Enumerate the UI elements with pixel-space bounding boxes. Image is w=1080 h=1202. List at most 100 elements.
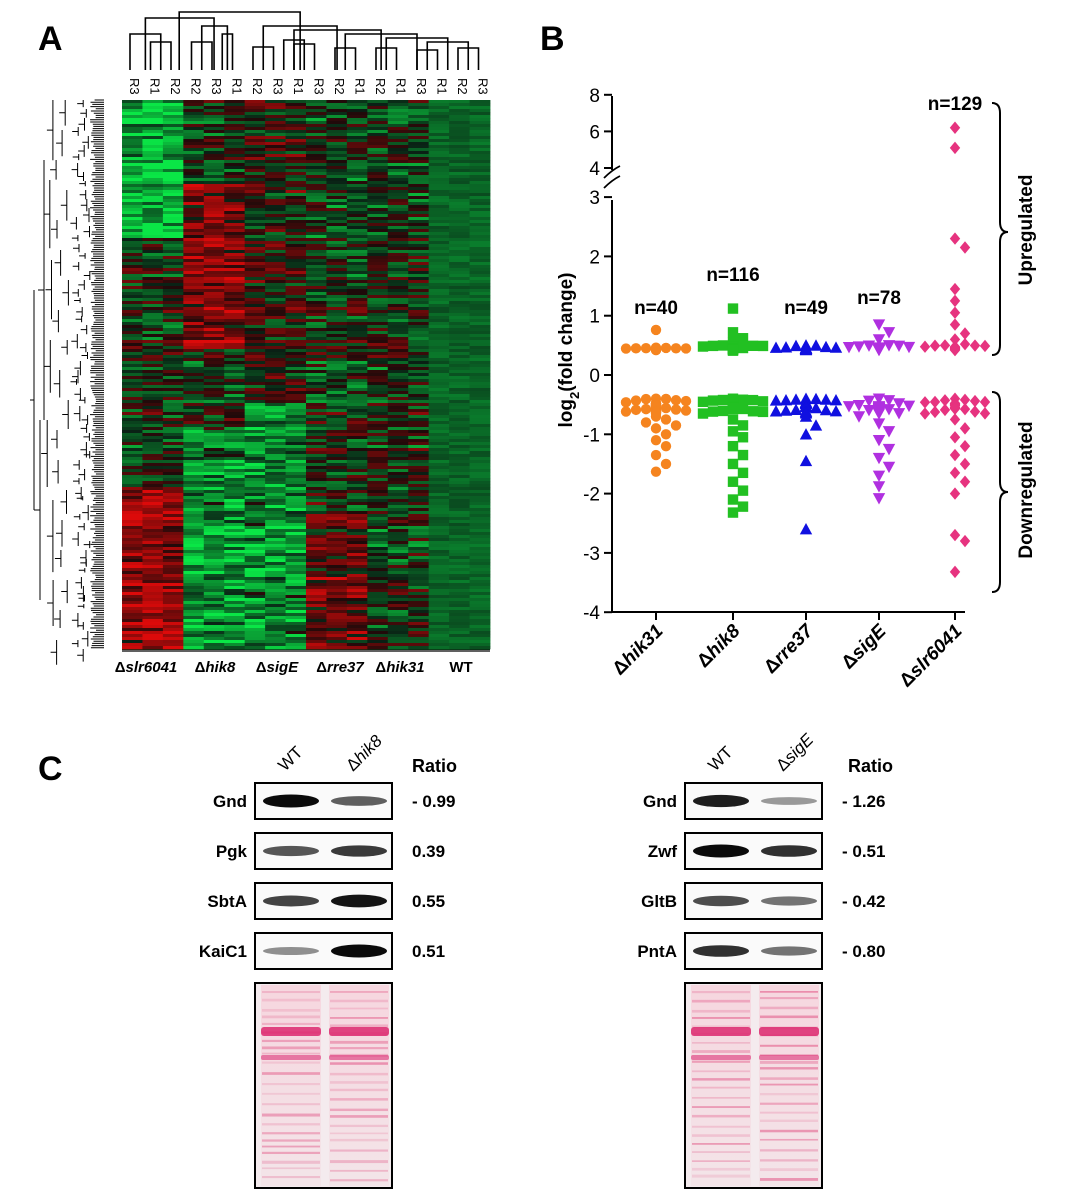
heatmap-cell — [306, 112, 327, 116]
heatmap-cell — [306, 442, 327, 446]
heatmap-cell — [306, 571, 327, 575]
heatmap-cell — [265, 544, 286, 548]
heatmap-cell — [428, 532, 450, 536]
heatmap-cell — [408, 139, 430, 143]
heatmap-cell — [183, 253, 205, 257]
heatmap-cell — [346, 163, 368, 167]
heatmap-cell — [183, 250, 205, 254]
heatmap-cell — [469, 583, 491, 587]
heatmap-cell — [408, 262, 430, 266]
heatmap-cell — [449, 340, 470, 344]
heatmap-cell — [224, 391, 246, 395]
heatmap-cell — [244, 265, 266, 269]
heatmap-cell — [428, 367, 450, 371]
heatmap-cell — [224, 637, 246, 641]
heatmap-cell — [367, 106, 389, 110]
heatmap-cell — [408, 361, 430, 365]
heatmap-cell — [244, 160, 266, 164]
heatmap-cell — [469, 487, 491, 491]
heatmap-cell — [244, 115, 266, 119]
heatmap-cell — [367, 241, 389, 245]
heatmap-cell — [306, 355, 327, 359]
heatmap-cell — [142, 109, 164, 113]
heatmap-cell — [428, 343, 450, 347]
ponceau-band — [330, 1108, 388, 1112]
heatmap-cell — [183, 235, 205, 239]
heatmap-cell — [469, 202, 491, 206]
scatter-point — [769, 394, 783, 406]
heatmap-cell — [449, 433, 470, 437]
heatmap-cell — [326, 433, 348, 437]
heatmap-cell — [244, 235, 266, 239]
ponceau-band — [760, 1092, 818, 1096]
heatmap-cell — [162, 205, 184, 209]
heatmap-cell — [183, 208, 205, 212]
heatmap-cell — [449, 496, 470, 500]
heatmap-cell — [183, 331, 205, 335]
heatmap-cell — [387, 484, 409, 488]
heatmap-cell — [122, 442, 143, 446]
heatmap-cell — [367, 406, 389, 410]
heatmap-cell — [285, 472, 307, 476]
heatmap-cell — [428, 127, 450, 131]
column-label: R3 — [127, 78, 142, 95]
ponceau-band — [330, 1040, 388, 1044]
scatter-point — [902, 400, 916, 413]
heatmap-cell — [285, 349, 307, 353]
heatmap-cell — [428, 646, 450, 650]
heatmap-cell — [285, 316, 307, 320]
heatmap-cell — [306, 646, 327, 650]
heatmap-cell — [203, 145, 225, 149]
heatmap-cell — [285, 355, 307, 359]
heatmap-cell — [449, 502, 470, 506]
heatmap-cell — [285, 130, 307, 134]
heatmap-cell — [387, 517, 409, 521]
heatmap-cell — [122, 628, 143, 632]
heatmap-cell — [244, 238, 266, 242]
heatmap-cell — [203, 298, 225, 302]
heatmap-cell — [285, 436, 307, 440]
heatmap-cell — [367, 463, 389, 467]
heatmap-cell — [183, 490, 205, 494]
heatmap-cell — [387, 163, 409, 167]
scatter-point — [620, 406, 632, 417]
heatmap-cell — [162, 502, 184, 506]
heatmap-cell — [346, 460, 368, 464]
heatmap-cell — [183, 328, 205, 332]
heatmap-cell — [203, 445, 225, 449]
heatmap-cell — [387, 136, 409, 140]
heatmap-cell — [326, 157, 348, 161]
heatmap-cell — [346, 445, 368, 449]
ponceau-band — [262, 998, 320, 1002]
ponceau-band — [692, 1025, 750, 1029]
heatmap-cell — [346, 175, 368, 179]
ponceau-band — [691, 1055, 751, 1060]
heatmap-cell — [408, 355, 430, 359]
heatmap-cell — [306, 280, 327, 284]
heatmap-cell — [162, 217, 184, 221]
heatmap-cell — [346, 127, 368, 131]
group-label: WT — [449, 659, 472, 676]
heatmap-cell — [142, 499, 164, 503]
heatmap-cell — [469, 466, 491, 470]
heatmap-cell — [306, 340, 327, 344]
heatmap-cell — [224, 223, 246, 227]
heatmap-cell — [326, 451, 348, 455]
heatmap-cell — [162, 601, 184, 605]
heatmap-cell — [244, 436, 266, 440]
heatmap-cell — [387, 211, 409, 215]
x-tick-label: Δslr6041 — [896, 621, 967, 692]
heatmap-cell — [265, 157, 286, 161]
heatmap-cell — [449, 247, 470, 251]
lane-label: ΔsigE — [772, 730, 817, 775]
heatmap-cell — [244, 478, 266, 482]
heatmap-cell — [428, 322, 450, 326]
heatmap-cell — [183, 475, 205, 479]
heatmap-cell — [183, 355, 205, 359]
heatmap-cell — [367, 274, 389, 278]
heatmap-cell — [306, 352, 327, 356]
heatmap-cell — [326, 181, 348, 185]
heatmap-cell — [469, 265, 491, 269]
heatmap-cell — [306, 307, 327, 311]
